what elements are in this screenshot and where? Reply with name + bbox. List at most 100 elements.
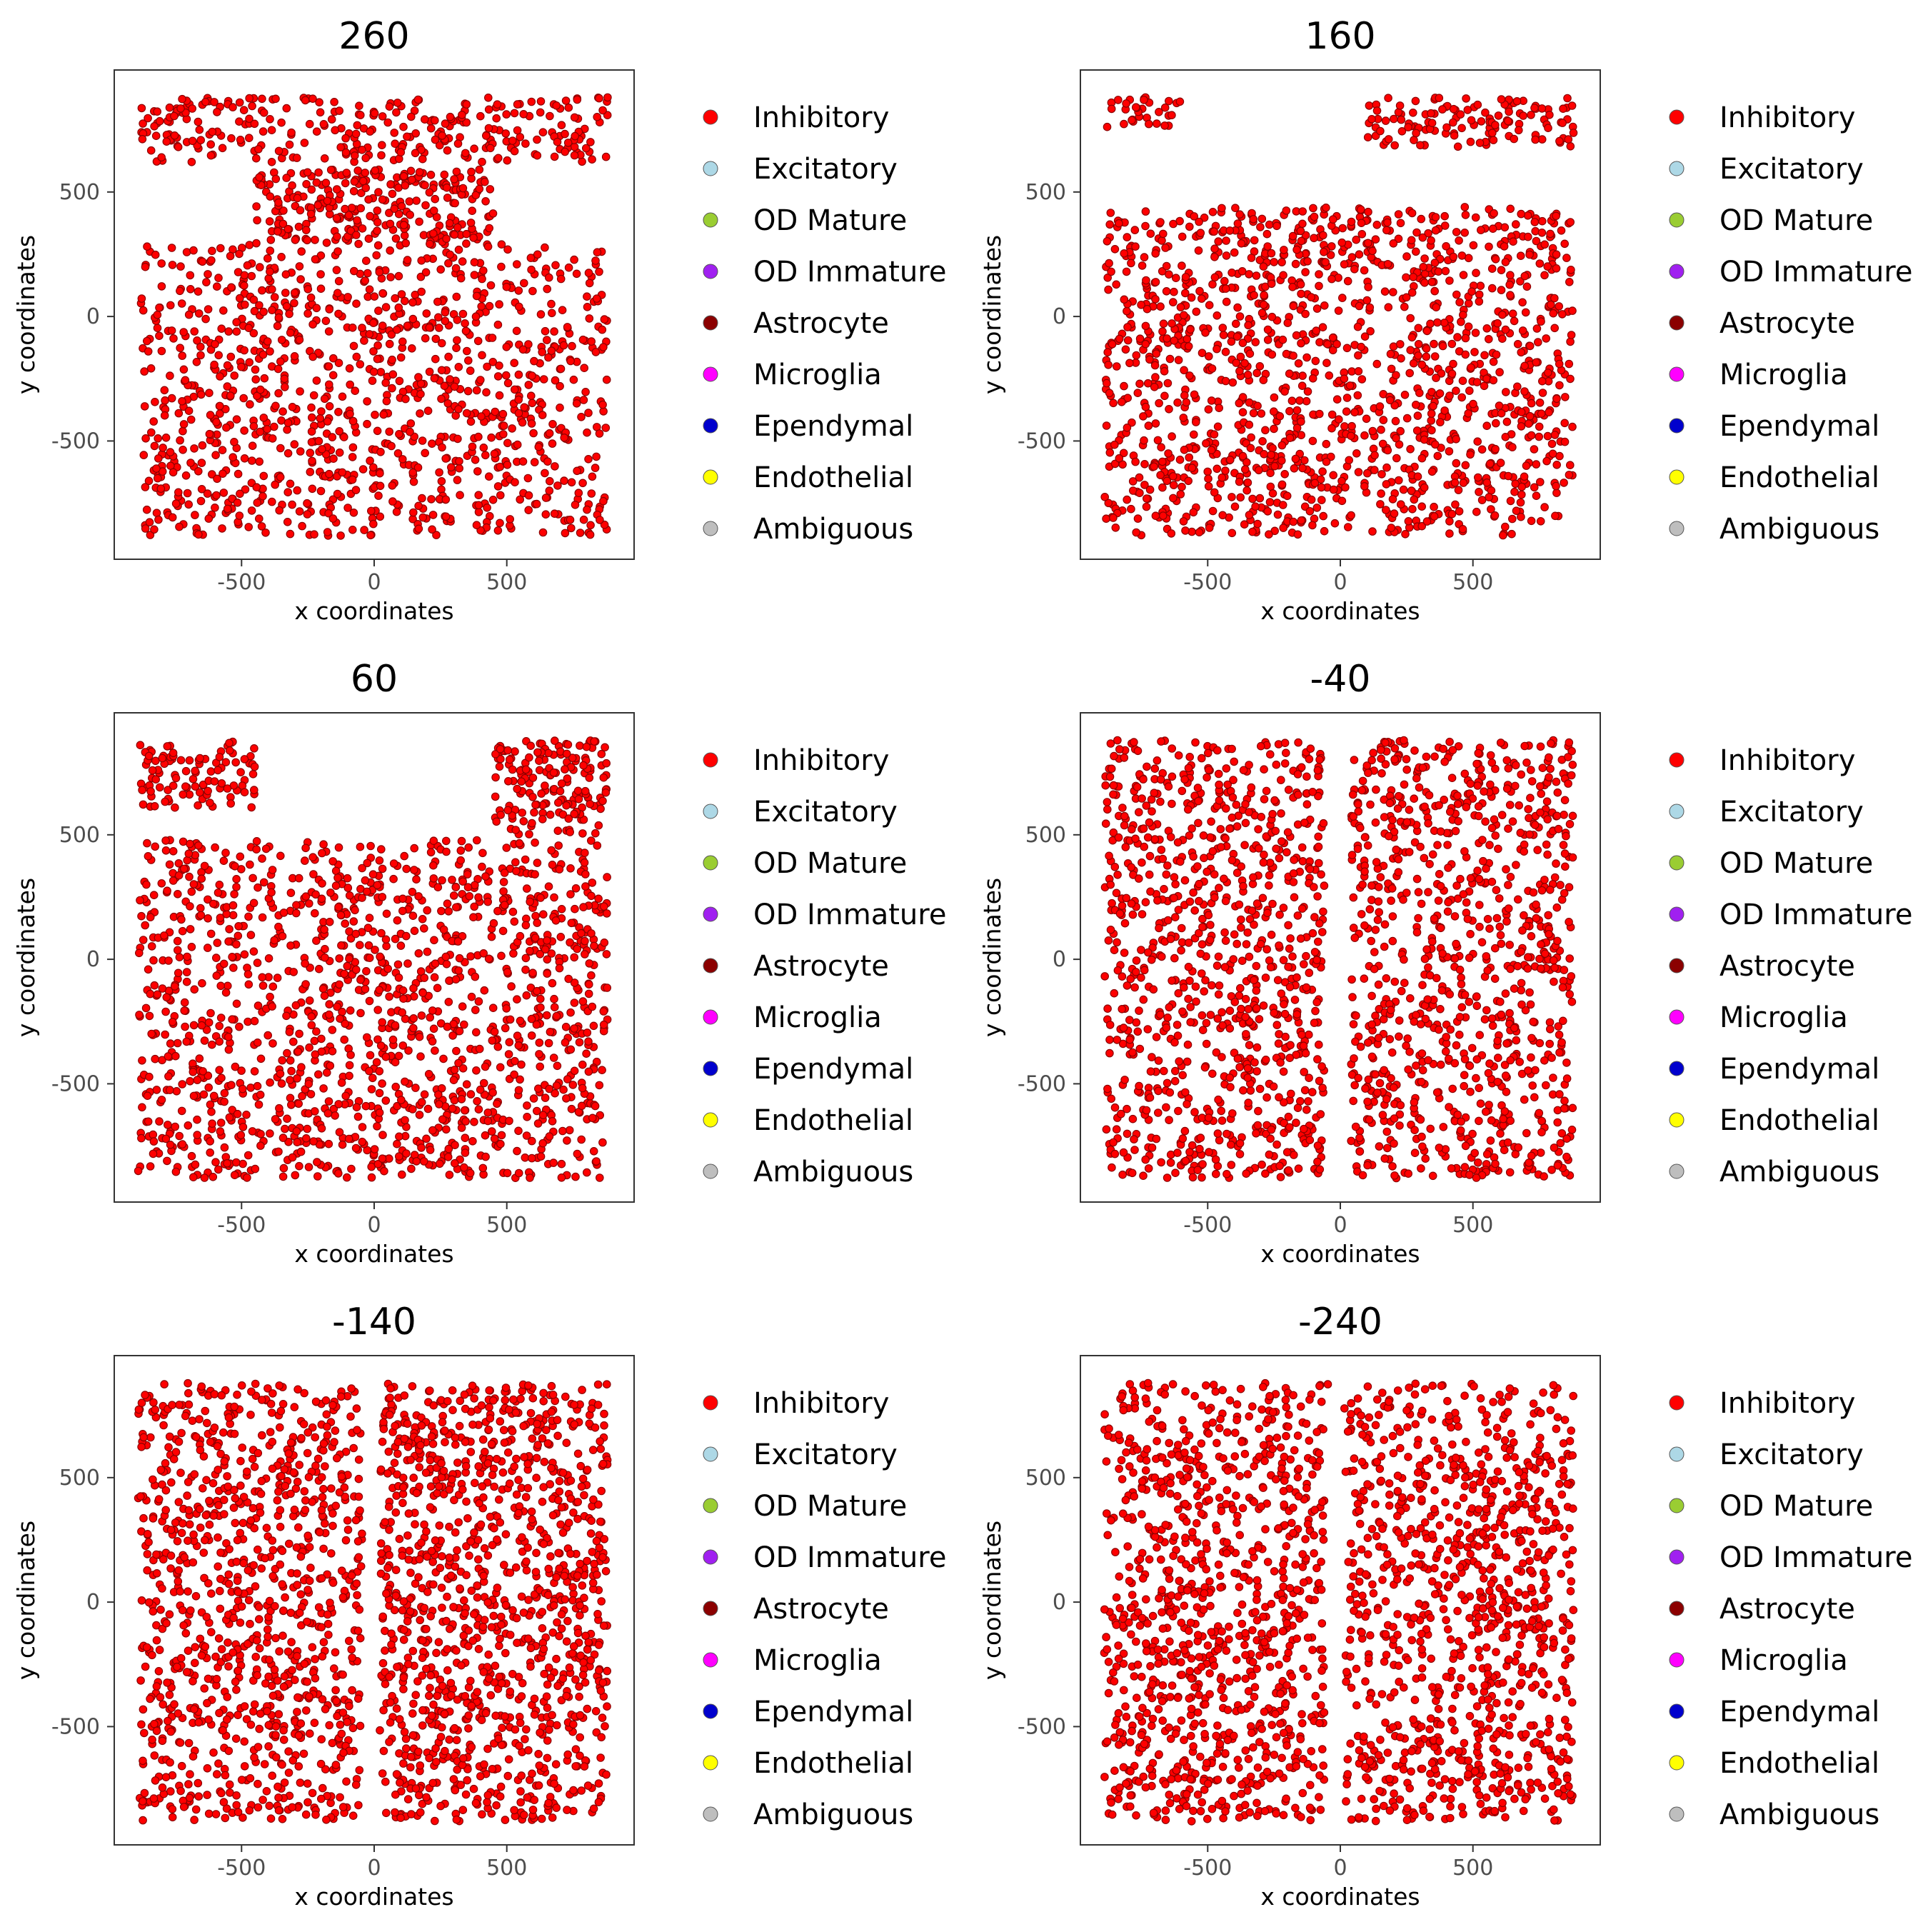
- data-point: [258, 286, 266, 294]
- data-point: [463, 1081, 471, 1088]
- data-point: [1395, 476, 1402, 484]
- data-point: [392, 235, 399, 242]
- data-point: [201, 1174, 208, 1181]
- data-point: [328, 1048, 336, 1055]
- data-point: [1237, 494, 1244, 501]
- data-point: [1111, 441, 1118, 449]
- data-point: [1544, 263, 1551, 270]
- data-point: [294, 1048, 301, 1055]
- data-point: [1535, 339, 1542, 346]
- data-point: [1352, 236, 1360, 244]
- data-point: [1467, 451, 1474, 458]
- data-point: [1160, 368, 1168, 375]
- data-point: [207, 1009, 214, 1016]
- data-point: [419, 989, 426, 996]
- data-point: [1228, 269, 1235, 276]
- data-point: [1490, 136, 1497, 144]
- data-point: [493, 818, 500, 825]
- data-point: [264, 255, 271, 262]
- data-point: [531, 839, 538, 846]
- data-point: [585, 409, 592, 416]
- data-point: [514, 441, 521, 448]
- data-point: [473, 1098, 481, 1105]
- data-point: [1384, 446, 1391, 454]
- data-point: [497, 1141, 504, 1148]
- legend-swatch: [1670, 110, 1684, 124]
- data-point: [1393, 454, 1400, 461]
- data-point: [1465, 300, 1472, 307]
- data-point: [1497, 410, 1505, 417]
- data-point: [555, 842, 562, 849]
- data-point: [556, 404, 563, 411]
- data-point: [1472, 214, 1480, 221]
- data-point: [1528, 399, 1535, 406]
- data-point: [478, 413, 485, 420]
- data-point: [378, 1155, 386, 1162]
- data-point: [145, 348, 152, 355]
- data-point: [378, 846, 385, 853]
- data-point: [496, 362, 503, 369]
- data-point: [1165, 450, 1172, 457]
- data-point: [578, 930, 585, 937]
- data-point: [1209, 209, 1216, 216]
- data-point: [563, 802, 570, 809]
- data-point: [256, 264, 263, 271]
- data-point: [253, 239, 260, 246]
- data-point: [211, 778, 218, 785]
- data-point: [1492, 446, 1499, 453]
- data-point: [418, 1012, 425, 1019]
- data-point: [326, 1062, 333, 1069]
- data-point: [458, 1096, 465, 1103]
- data-point: [454, 224, 461, 231]
- data-point: [1286, 408, 1293, 415]
- data-point: [154, 474, 161, 481]
- data-point: [1235, 399, 1242, 406]
- data-point: [308, 439, 315, 446]
- data-point: [1304, 388, 1311, 395]
- scatter-points: [1101, 94, 1577, 539]
- data-point: [207, 141, 214, 148]
- data-point: [190, 881, 197, 888]
- data-point: [295, 1100, 302, 1107]
- data-point: [190, 1173, 197, 1181]
- data-point: [286, 480, 293, 487]
- data-point: [478, 159, 486, 166]
- data-point: [1525, 233, 1532, 240]
- data-point: [1427, 110, 1435, 117]
- data-point: [334, 874, 341, 881]
- data-point: [338, 1008, 346, 1016]
- data-point: [1403, 253, 1410, 260]
- data-point: [1410, 109, 1417, 116]
- data-point: [226, 252, 234, 259]
- data-point: [395, 304, 402, 311]
- data-point: [358, 1123, 366, 1131]
- data-point: [571, 954, 578, 961]
- data-point: [1260, 301, 1267, 308]
- data-point: [1567, 266, 1575, 274]
- data-point: [1407, 487, 1415, 494]
- data-point: [326, 306, 333, 313]
- data-point: [260, 472, 267, 479]
- data-point: [398, 354, 405, 361]
- data-point: [171, 804, 179, 811]
- data-point: [416, 218, 423, 225]
- data-point: [306, 997, 313, 1004]
- data-point: [571, 906, 578, 913]
- data-point: [586, 801, 593, 808]
- data-point: [365, 942, 372, 949]
- data-point: [471, 271, 478, 279]
- data-point: [531, 357, 538, 364]
- data-point: [1490, 376, 1497, 384]
- x-tick-label: 500: [1452, 570, 1493, 595]
- data-point: [1459, 526, 1466, 533]
- data-point: [205, 1084, 212, 1091]
- data-point: [141, 403, 149, 410]
- data-point: [271, 481, 278, 488]
- data-point: [1297, 290, 1305, 297]
- data-point: [391, 129, 398, 136]
- data-point: [1565, 136, 1572, 143]
- data-point: [1491, 512, 1498, 519]
- data-point: [488, 1128, 496, 1135]
- data-point: [371, 411, 378, 419]
- data-point: [236, 294, 243, 301]
